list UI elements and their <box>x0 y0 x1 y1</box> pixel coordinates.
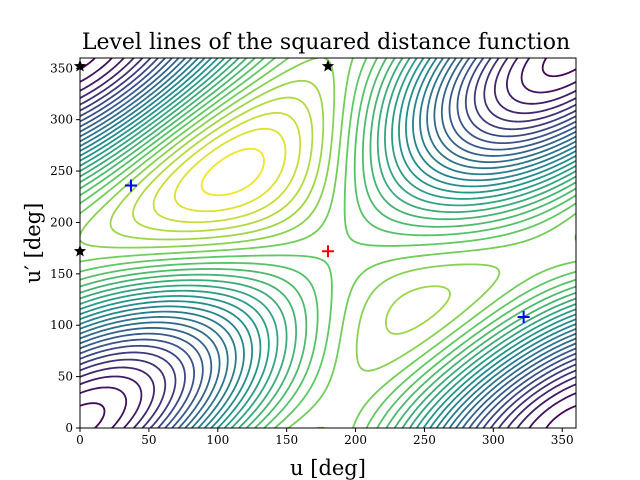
y-tick-label: 150 <box>50 267 73 281</box>
contour-level-line <box>80 58 576 428</box>
y-tick-label: 250 <box>50 164 73 178</box>
contour-level-line <box>132 96 314 233</box>
contour-level-line <box>80 58 576 428</box>
y-tick-label: 300 <box>50 113 73 127</box>
x-tick-label: 300 <box>482 433 505 447</box>
contour-level-line <box>80 58 576 428</box>
contour-level-line <box>80 58 576 428</box>
y-tick-label: 50 <box>58 370 73 384</box>
chart-title: Level lines of the squared distance func… <box>82 30 570 55</box>
x-tick-label: 350 <box>551 433 574 447</box>
y-axis-label: u′ [deg] <box>21 203 45 284</box>
y-tick-label: 200 <box>50 215 73 229</box>
x-tick-label: 50 <box>141 433 156 447</box>
y-axis-ticks: 0 50 100 150 200 250 300 350 <box>50 61 80 435</box>
x-tick-label: 250 <box>413 433 436 447</box>
x-tick-label: 100 <box>206 433 229 447</box>
contour-level-line <box>173 127 287 213</box>
saddle-star-marker <box>73 59 87 72</box>
contour-lines <box>80 58 576 428</box>
contour-level-line <box>109 79 451 335</box>
contour-level-line <box>80 58 576 428</box>
contour-level-line <box>80 58 576 428</box>
contour-level-line <box>80 58 576 428</box>
x-tick-label: 150 <box>275 433 298 447</box>
x-tick-label: 200 <box>344 433 367 447</box>
y-tick-label: 350 <box>50 61 73 75</box>
x-axis-ticks: 0 50 100 150 200 250 300 350 <box>76 428 574 447</box>
contour-level-line <box>200 147 265 197</box>
contour-level-line <box>80 58 576 428</box>
contour-level-line <box>80 58 576 428</box>
y-tick-label: 100 <box>50 318 73 332</box>
contour-level-line <box>80 58 576 428</box>
y-tick-label: 0 <box>65 421 73 435</box>
plot-frame <box>79 57 577 429</box>
critical-point-markers <box>73 59 530 323</box>
contour-level-line <box>80 58 576 428</box>
contour-level-line <box>80 58 576 428</box>
contour-level-line <box>80 58 576 428</box>
contour-level-line <box>80 58 576 428</box>
contour-level-line <box>80 58 576 428</box>
x-tick-label: 0 <box>76 433 84 447</box>
contour-level-line <box>152 112 302 224</box>
contour-level-line <box>80 58 576 428</box>
contour-level-line <box>80 58 576 428</box>
contour-level-line <box>80 58 576 428</box>
contour-level-line <box>80 58 576 428</box>
contour-level-line <box>80 58 576 428</box>
contour-level-line <box>80 58 576 428</box>
contour-level-line <box>80 58 576 428</box>
minimum-marker <box>517 311 530 323</box>
minimum-marker <box>124 179 137 192</box>
contour-level-line <box>80 58 576 428</box>
x-axis-label: u [deg] <box>290 456 366 480</box>
contour-level-line <box>80 58 576 428</box>
contour-level-line <box>80 58 576 428</box>
saddle-star-marker <box>321 59 335 72</box>
saddle-star-marker <box>73 244 87 257</box>
maximum-marker <box>322 245 334 258</box>
